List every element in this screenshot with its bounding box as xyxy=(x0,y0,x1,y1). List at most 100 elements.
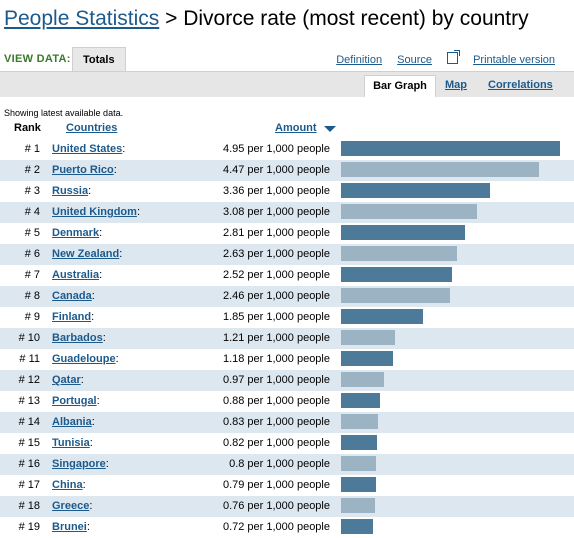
row-country: New Zealand: xyxy=(52,248,122,260)
column-header-countries[interactable]: Countries xyxy=(66,122,118,134)
country-link[interactable]: Canada xyxy=(52,290,92,302)
country-colon: : xyxy=(96,395,100,407)
row-rank: # 13 xyxy=(18,395,40,407)
country-link[interactable]: Brunei xyxy=(52,521,87,533)
row-country: Portugal: xyxy=(52,395,100,407)
country-colon: : xyxy=(113,164,117,176)
page-title: People Statistics > Divorce rate (most r… xyxy=(4,7,529,31)
country-link[interactable]: China xyxy=(52,479,83,491)
row-rank: # 1 xyxy=(24,143,40,155)
printable-version-label[interactable]: Printable version xyxy=(473,54,555,66)
data-note: Showing latest available data. xyxy=(4,108,124,118)
row-value: 2.46 per 1,000 people xyxy=(222,290,330,302)
country-link[interactable]: Tunisia xyxy=(52,437,90,449)
country-link[interactable]: Barbados xyxy=(52,332,103,344)
tab-totals[interactable]: Totals xyxy=(72,47,126,71)
page-heading: Divorce rate (most recent) by country xyxy=(183,7,529,30)
table-row: # 10 Barbados: 1.21 per 1,000 people xyxy=(0,328,574,349)
country-link[interactable]: Finland xyxy=(52,311,92,323)
printable-version-link[interactable]: Printable version xyxy=(447,50,555,66)
table-row: # 5 Denmark: 2.81 per 1,000 people xyxy=(0,223,574,244)
row-rank: # 8 xyxy=(24,290,40,302)
value-bar xyxy=(341,393,380,408)
value-bar xyxy=(341,414,378,429)
country-link[interactable]: Guadeloupe xyxy=(52,353,116,365)
row-country: Qatar: xyxy=(52,374,84,386)
row-country: United Kingdom: xyxy=(52,206,140,218)
country-colon: : xyxy=(82,479,86,491)
row-rank: # 5 xyxy=(24,227,40,239)
row-value: 2.52 per 1,000 people xyxy=(222,269,330,281)
table-row: # 12 Qatar: 0.97 per 1,000 people xyxy=(0,370,574,391)
row-value: 1.21 per 1,000 people xyxy=(222,332,330,344)
country-colon: : xyxy=(91,290,95,302)
country-link[interactable]: New Zealand xyxy=(52,248,120,260)
country-link[interactable]: Singapore xyxy=(52,458,106,470)
value-bar xyxy=(341,267,452,282)
table-row: # 13 Portugal: 0.88 per 1,000 people xyxy=(0,391,574,412)
row-country: Australia: xyxy=(52,269,102,281)
table-row: # 16 Singapore: 0.8 per 1,000 people xyxy=(0,454,574,475)
row-value: 1.85 per 1,000 people xyxy=(222,311,330,323)
view-tabs-bar: Bar Graph Map Correlations xyxy=(0,71,574,97)
country-colon: : xyxy=(89,500,93,512)
table-row: # 11 Guadeloupe: 1.18 per 1,000 people xyxy=(0,349,574,370)
table-row: # 6 New Zealand: 2.63 per 1,000 people xyxy=(0,244,574,265)
row-country: United States: xyxy=(52,143,125,155)
row-rank: # 16 xyxy=(18,458,40,470)
country-colon: : xyxy=(102,332,106,344)
table-row: # 19 Brunei: 0.72 per 1,000 people xyxy=(0,517,574,538)
tab-bar-graph[interactable]: Bar Graph xyxy=(364,75,436,97)
value-bar xyxy=(341,204,477,219)
row-rank: # 18 xyxy=(18,500,40,512)
view-data-bar: VIEW DATA: Totals Definition Source Prin… xyxy=(0,47,574,71)
country-colon: : xyxy=(119,248,123,260)
row-country: Brunei: xyxy=(52,521,90,533)
row-value: 2.81 per 1,000 people xyxy=(222,227,330,239)
source-link[interactable]: Source xyxy=(397,54,432,66)
country-link[interactable]: Puerto Rico xyxy=(52,164,114,176)
row-rank: # 4 xyxy=(24,206,40,218)
definition-link[interactable]: Definition xyxy=(336,54,383,66)
table-row: # 3 Russia: 3.36 per 1,000 people xyxy=(0,181,574,202)
value-bar xyxy=(341,225,465,240)
country-link[interactable]: Russia xyxy=(52,185,89,197)
row-country: Singapore: xyxy=(52,458,109,470)
row-country: Denmark: xyxy=(52,227,102,239)
country-colon: : xyxy=(122,143,126,155)
country-link[interactable]: Greece xyxy=(52,500,90,512)
row-value: 2.63 per 1,000 people xyxy=(222,248,330,260)
row-value: 3.36 per 1,000 people xyxy=(222,185,330,197)
row-value: 0.82 per 1,000 people xyxy=(222,437,330,449)
country-link[interactable]: Albania xyxy=(52,416,92,428)
row-rank: # 6 xyxy=(24,248,40,260)
country-colon: : xyxy=(88,185,92,197)
country-link[interactable]: Australia xyxy=(52,269,100,281)
row-value: 3.08 per 1,000 people xyxy=(222,206,330,218)
table-row: # 1 United States: 4.95 per 1,000 people xyxy=(0,139,574,160)
tab-correlations[interactable]: Correlations xyxy=(488,79,553,91)
row-country: Barbados: xyxy=(52,332,106,344)
value-bar xyxy=(341,477,376,492)
row-rank: # 10 xyxy=(18,332,40,344)
value-bar xyxy=(341,141,560,156)
value-bar xyxy=(341,456,376,471)
breadcrumb-people-statistics[interactable]: People Statistics xyxy=(4,7,160,30)
row-value: 0.79 per 1,000 people xyxy=(222,479,330,491)
column-header-amount[interactable]: Amount xyxy=(275,122,317,134)
value-bar xyxy=(341,309,423,324)
country-link[interactable]: United States xyxy=(52,143,123,155)
country-link[interactable]: Portugal xyxy=(52,395,97,407)
value-bar xyxy=(341,288,450,303)
table-row: # 14 Albania: 0.83 per 1,000 people xyxy=(0,412,574,433)
table-row: # 18 Greece: 0.76 per 1,000 people xyxy=(0,496,574,517)
row-rank: # 2 xyxy=(24,164,40,176)
row-value: 1.18 per 1,000 people xyxy=(222,353,330,365)
country-link[interactable]: Denmark xyxy=(52,227,100,239)
country-colon: : xyxy=(91,311,95,323)
country-link[interactable]: United Kingdom xyxy=(52,206,137,218)
country-link[interactable]: Qatar xyxy=(52,374,81,386)
sort-descending-icon[interactable] xyxy=(324,126,336,132)
tab-map[interactable]: Map xyxy=(445,79,467,91)
country-colon: : xyxy=(91,416,95,428)
